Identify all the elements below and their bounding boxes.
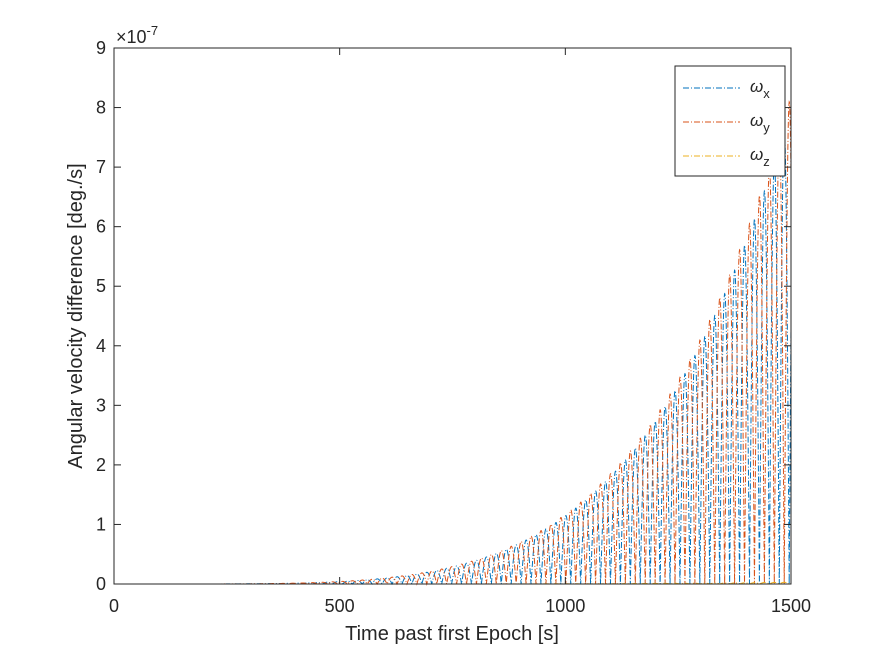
- legend-label-z: ωz: [750, 145, 770, 169]
- legend-label-x: ωx: [750, 77, 770, 101]
- y-tick-label: 9: [96, 38, 106, 58]
- x-tick-label: 1500: [771, 596, 811, 616]
- x-tick-label: 500: [325, 596, 355, 616]
- legend-label-y: ωy: [750, 111, 770, 135]
- legend-box: [674, 65, 786, 177]
- y-tick-label: 0: [96, 574, 106, 594]
- x-axis-label: Time past first Epoch [s]: [345, 623, 559, 645]
- y-axis-label: Angular velocity difference [deg./s]: [65, 163, 87, 468]
- y-tick-label: 3: [96, 395, 106, 415]
- axes-box: [113, 47, 792, 585]
- x-tick-label: 1000: [545, 596, 585, 616]
- tick-labels: 0 500 1000 1500 0 1 2 3 4 5 6 7 8 9: [96, 38, 811, 616]
- y-tick-label: 4: [96, 336, 106, 356]
- x-tick-label: 0: [109, 596, 119, 616]
- legend: ωx ωy ωz: [674, 65, 786, 177]
- y-tick-label: 7: [96, 157, 106, 177]
- y-tick-label: 6: [96, 217, 106, 237]
- y-tick-label: 1: [96, 514, 106, 534]
- y-exponent-label: ×10-7: [116, 23, 158, 47]
- y-tick-label: 2: [96, 455, 106, 475]
- axes: [113, 47, 792, 585]
- y-tick-label: 8: [96, 98, 106, 118]
- y-tick-label: 5: [96, 276, 106, 296]
